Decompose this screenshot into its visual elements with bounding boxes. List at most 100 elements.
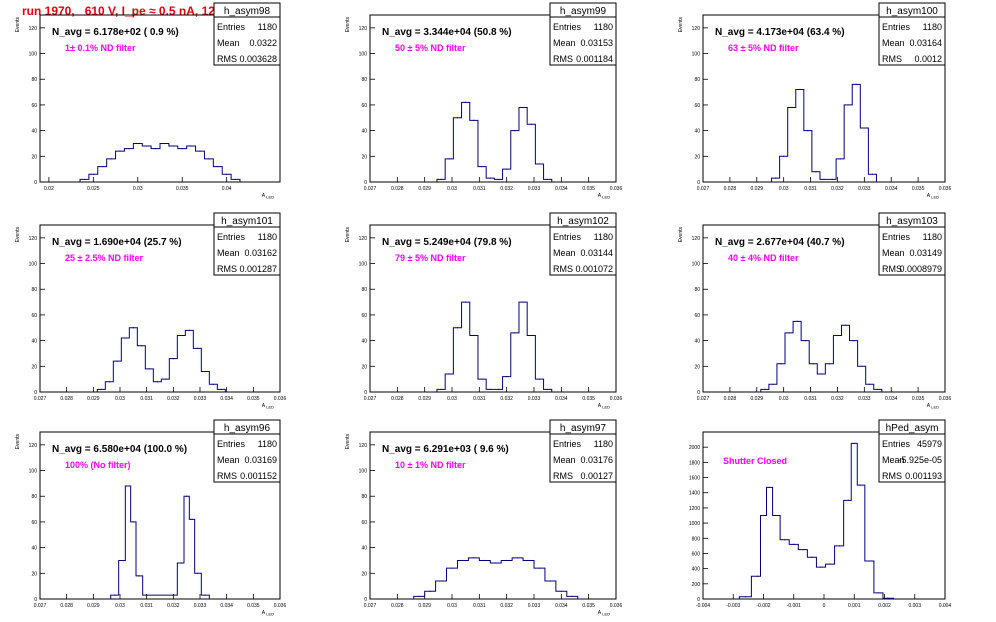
panel-h_asym102: 0 20 40 60 80 100 120 0.027 0.028 0.029 0.03 0.031 0…	[345, 212, 622, 410]
y-tick-label: 20	[361, 364, 367, 370]
stats-value: -5.925e-05	[898, 455, 942, 465]
x-axis-label: A LED	[598, 610, 610, 617]
filter-note: 1± 0.1% ND filter	[65, 43, 136, 53]
histogram-bin	[220, 388, 222, 391]
filter-note: 50 ± 5% ND filter	[395, 43, 466, 53]
stats-key: Mean	[217, 248, 240, 258]
y-tick-label: 100	[29, 262, 38, 268]
x-tick-label: 0.029	[87, 396, 100, 402]
histogram-bin	[796, 320, 798, 322]
x-tick-label: 0.032	[500, 603, 513, 609]
histogram-bin	[855, 83, 857, 85]
stats-value: 45979	[917, 439, 942, 449]
stats-value: 0.03144	[580, 248, 613, 258]
y-tick-label: 60	[31, 103, 37, 109]
histogram-bin	[506, 559, 508, 562]
panel-h_asym96: 0 20 40 60 80 100 120 0.027 0.028 0.029 0.03 0.031 0…	[15, 419, 286, 617]
x-tick-label: 0.028	[60, 396, 73, 402]
y-tick-label: 80	[361, 77, 367, 83]
x-tick-label: 0.033	[858, 186, 871, 192]
y-tick-label: 100	[29, 52, 38, 58]
stats-key: Mean	[217, 455, 240, 465]
x-tick-label: 0.028	[724, 396, 737, 402]
histogram-bin	[186, 495, 188, 497]
histogram-bin	[859, 484, 861, 486]
stats-value: 0.03164	[909, 38, 942, 48]
y-tick-label: 40	[361, 339, 367, 345]
y-tick-label: 600	[692, 551, 701, 557]
plot-frame	[369, 224, 617, 393]
histogram-bin	[456, 117, 459, 119]
panel-header: N_avg = 5.249e+04 (79.8 %)	[382, 237, 512, 248]
y-tick-label: 40	[694, 129, 700, 135]
y-tick-label: 60	[694, 313, 700, 319]
stats-value: 0.001184	[576, 54, 613, 64]
histogram-bin	[181, 148, 183, 150]
x-tick-label: 0.028	[391, 396, 404, 402]
stats-value: 0.03176	[580, 455, 613, 465]
y-tick-label: 1800	[689, 460, 700, 466]
histogram-bin	[547, 388, 549, 391]
stats-key: Mean	[882, 38, 905, 48]
histogram-bin	[869, 383, 871, 385]
stats-key: Mean	[217, 38, 240, 48]
histogram-bin	[788, 332, 790, 334]
histogram-bin	[522, 301, 524, 303]
x-tick-label: 0.029	[418, 603, 431, 609]
y-tick-label: 20	[361, 571, 367, 577]
panel-header: N_avg = 2.677e+04 (40.7 %)	[715, 237, 845, 248]
histogram-bin	[440, 580, 442, 582]
y-tick-label: 80	[361, 287, 367, 293]
stats-title: h_asym101	[221, 216, 273, 227]
histogram-bin	[522, 106, 524, 109]
y-tick-label: 100	[692, 262, 701, 268]
y-tick-label: 120	[359, 236, 368, 242]
stats-title: h_asym99	[560, 6, 607, 17]
histogram-bin	[462, 559, 464, 562]
x-tick-label: 0.03	[447, 186, 457, 192]
histogram-bin	[506, 168, 508, 170]
histogram-bin	[549, 580, 552, 582]
x-tick-label: 0.032	[831, 186, 844, 192]
histogram-bin	[481, 378, 483, 380]
y-tick-label: 60	[31, 313, 37, 319]
stats-value: 0.00127	[580, 471, 613, 481]
x-tick-label: 0.031	[473, 603, 486, 609]
filter-note: 79 ± 5% ND filter	[395, 253, 466, 263]
x-tick-label: 0.027	[364, 396, 377, 402]
stats-box	[213, 419, 281, 483]
x-axis-label: A LED	[927, 193, 939, 200]
histogram-bin	[807, 130, 809, 132]
stats-box	[549, 212, 617, 276]
stats-box	[878, 419, 946, 483]
histogram-bin	[100, 388, 102, 391]
stats-value: 1180	[594, 232, 613, 242]
histogram-bin	[828, 363, 830, 365]
histogram-bin	[137, 142, 139, 145]
histogram-bin	[847, 104, 849, 106]
histogram-bin	[762, 514, 765, 517]
x-axis-label-sub: LED	[266, 195, 274, 200]
histogram-bin	[877, 592, 880, 594]
x-axis-label: A LED	[262, 610, 274, 617]
x-tick-label: 0.034	[885, 186, 898, 192]
y-tick-label: 80	[694, 77, 700, 83]
x-tick-label: 0.034	[555, 603, 568, 609]
y-tick-label: 40	[361, 129, 367, 135]
histogram-bin	[110, 158, 112, 160]
x-tick-label: 0.004	[939, 603, 952, 609]
x-tick-label: 0.036	[610, 186, 623, 192]
histogram-bin	[495, 562, 497, 564]
x-tick-label: 0.03	[447, 603, 457, 609]
histogram-bin	[815, 171, 817, 173]
x-tick-label: 0.033	[194, 396, 207, 402]
stats-box	[213, 212, 281, 276]
y-tick-label: 2000	[689, 445, 700, 451]
x-axis-label: A LED	[262, 193, 274, 200]
stats-value: 0.003628	[239, 54, 277, 64]
x-axis-label: A LED	[262, 403, 274, 410]
stats-title: h_asym96	[224, 423, 271, 434]
histogram-bin	[863, 127, 865, 129]
y-tick-label: 0	[697, 597, 700, 603]
histogram-bin	[127, 485, 129, 487]
